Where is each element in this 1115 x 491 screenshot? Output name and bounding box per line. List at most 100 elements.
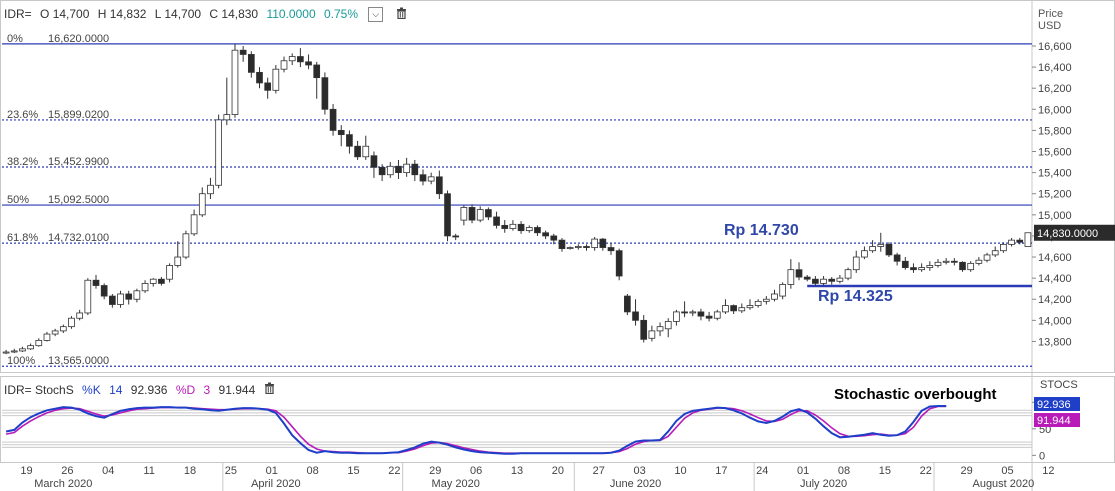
trash-icon[interactable] xyxy=(396,7,407,22)
candle-body xyxy=(517,223,525,232)
day-label: 03 xyxy=(633,465,645,477)
candle-body xyxy=(730,305,737,312)
stoch-k-value-box xyxy=(1034,397,1080,412)
candle-body xyxy=(901,260,909,268)
day-label: 24 xyxy=(756,465,768,477)
last-price-box xyxy=(1034,224,1115,241)
last-price-label: 14,830.0000 xyxy=(1037,228,1098,240)
candle-body xyxy=(697,311,705,317)
candle-body xyxy=(460,207,468,221)
candle-body xyxy=(534,227,541,234)
candle-body xyxy=(648,330,656,339)
candle-body xyxy=(468,207,476,221)
stoch-k-line xyxy=(5,405,947,455)
candle-body xyxy=(844,269,852,279)
candle-body xyxy=(297,56,304,63)
candle-body xyxy=(1024,232,1032,247)
candle-body xyxy=(934,261,942,266)
candle-body xyxy=(591,238,599,248)
candle-body xyxy=(288,56,296,62)
candle-body xyxy=(893,254,901,262)
day-label: 15 xyxy=(879,465,891,477)
candle-body xyxy=(950,260,958,263)
day-label: 01 xyxy=(797,465,809,477)
y-tick-label: 16,200 xyxy=(1038,83,1072,95)
candle-body xyxy=(681,311,688,314)
y-tick-label: 15,000 xyxy=(1038,210,1072,222)
price-panel-frame xyxy=(0,0,1115,373)
candle-body xyxy=(264,82,272,91)
candle-body xyxy=(877,243,885,247)
candle-body xyxy=(370,155,378,168)
candle-body xyxy=(599,238,607,248)
stoch-d-value-label: 91.944 xyxy=(1037,415,1071,427)
y-tick-label: 14,600 xyxy=(1038,252,1072,264)
month-label: August 2020 xyxy=(972,478,1034,490)
candle-body xyxy=(35,339,43,347)
y-tick-label: 14,400 xyxy=(1038,273,1072,285)
day-label: 01 xyxy=(266,465,278,477)
candle-body xyxy=(975,259,983,264)
candle-body xyxy=(182,233,190,258)
candle-body xyxy=(435,176,443,195)
fib-pct-label: 61.8% xyxy=(7,232,38,244)
candle-body xyxy=(983,254,991,261)
fib-value-label: 15,092.5000 xyxy=(48,194,109,206)
day-label: 26 xyxy=(61,465,73,477)
candle-body xyxy=(828,278,836,282)
candle-body xyxy=(354,145,361,158)
month-label: July 2020 xyxy=(800,478,847,490)
candle-body xyxy=(926,265,934,268)
price-header: IDR= O 14,700 H 14,832 L 14,700 C 14,830… xyxy=(4,7,412,23)
stoch-k-value-label: 92.936 xyxy=(1037,399,1071,411)
y-tick-label: 15,800 xyxy=(1038,125,1072,137)
k-value: 92.936 xyxy=(130,383,168,397)
day-label: 19 xyxy=(20,465,32,477)
candle-body xyxy=(174,256,182,266)
candle-body xyxy=(656,326,664,332)
chevron-down-icon[interactable]: ⌵ xyxy=(368,7,384,23)
day-label: 08 xyxy=(307,465,319,477)
candle-body xyxy=(133,290,141,300)
candle-body xyxy=(141,283,149,292)
candle-body xyxy=(509,223,517,229)
day-label: 15 xyxy=(347,465,359,477)
y-tick-label: 14,200 xyxy=(1038,294,1072,306)
candle-body xyxy=(795,269,803,278)
candle-body xyxy=(337,130,345,136)
candle-body xyxy=(1016,239,1024,243)
candle-body xyxy=(166,265,173,280)
d-value: 91.944 xyxy=(218,383,256,397)
fib-pct-label: 0% xyxy=(7,33,23,45)
candle-body xyxy=(738,307,746,312)
candle-body xyxy=(158,278,165,284)
candle-body xyxy=(321,77,329,110)
candle-body xyxy=(272,68,280,91)
candle-body xyxy=(362,145,370,158)
candle-body xyxy=(329,108,337,131)
candle-body xyxy=(198,193,206,216)
fib-value-label: 14,732.0100 xyxy=(48,232,109,244)
candle-body xyxy=(852,256,860,271)
support-annotation: Rp 14.325 xyxy=(818,288,893,305)
candle-body xyxy=(84,279,92,314)
candle-body xyxy=(705,315,713,319)
candle-body xyxy=(959,261,966,271)
trash-icon[interactable] xyxy=(264,382,275,397)
day-label: 17 xyxy=(715,465,727,477)
fib-value-label: 15,899.0200 xyxy=(48,109,109,121)
candle-body xyxy=(411,163,419,176)
candle-body xyxy=(542,232,549,237)
candle-body xyxy=(419,174,427,182)
candle-body xyxy=(378,166,386,176)
y-tick-label: 14,000 xyxy=(1038,315,1072,327)
candle-body xyxy=(869,246,876,252)
candle-body xyxy=(305,61,312,66)
candle-body xyxy=(673,311,680,322)
candle-body xyxy=(476,209,484,221)
stoch-d-line xyxy=(5,405,947,455)
resistance-annotation: Rp 14.730 xyxy=(724,222,799,239)
month-label: March 2020 xyxy=(34,478,92,490)
month-label: June 2020 xyxy=(610,478,661,490)
day-label: 18 xyxy=(184,465,196,477)
